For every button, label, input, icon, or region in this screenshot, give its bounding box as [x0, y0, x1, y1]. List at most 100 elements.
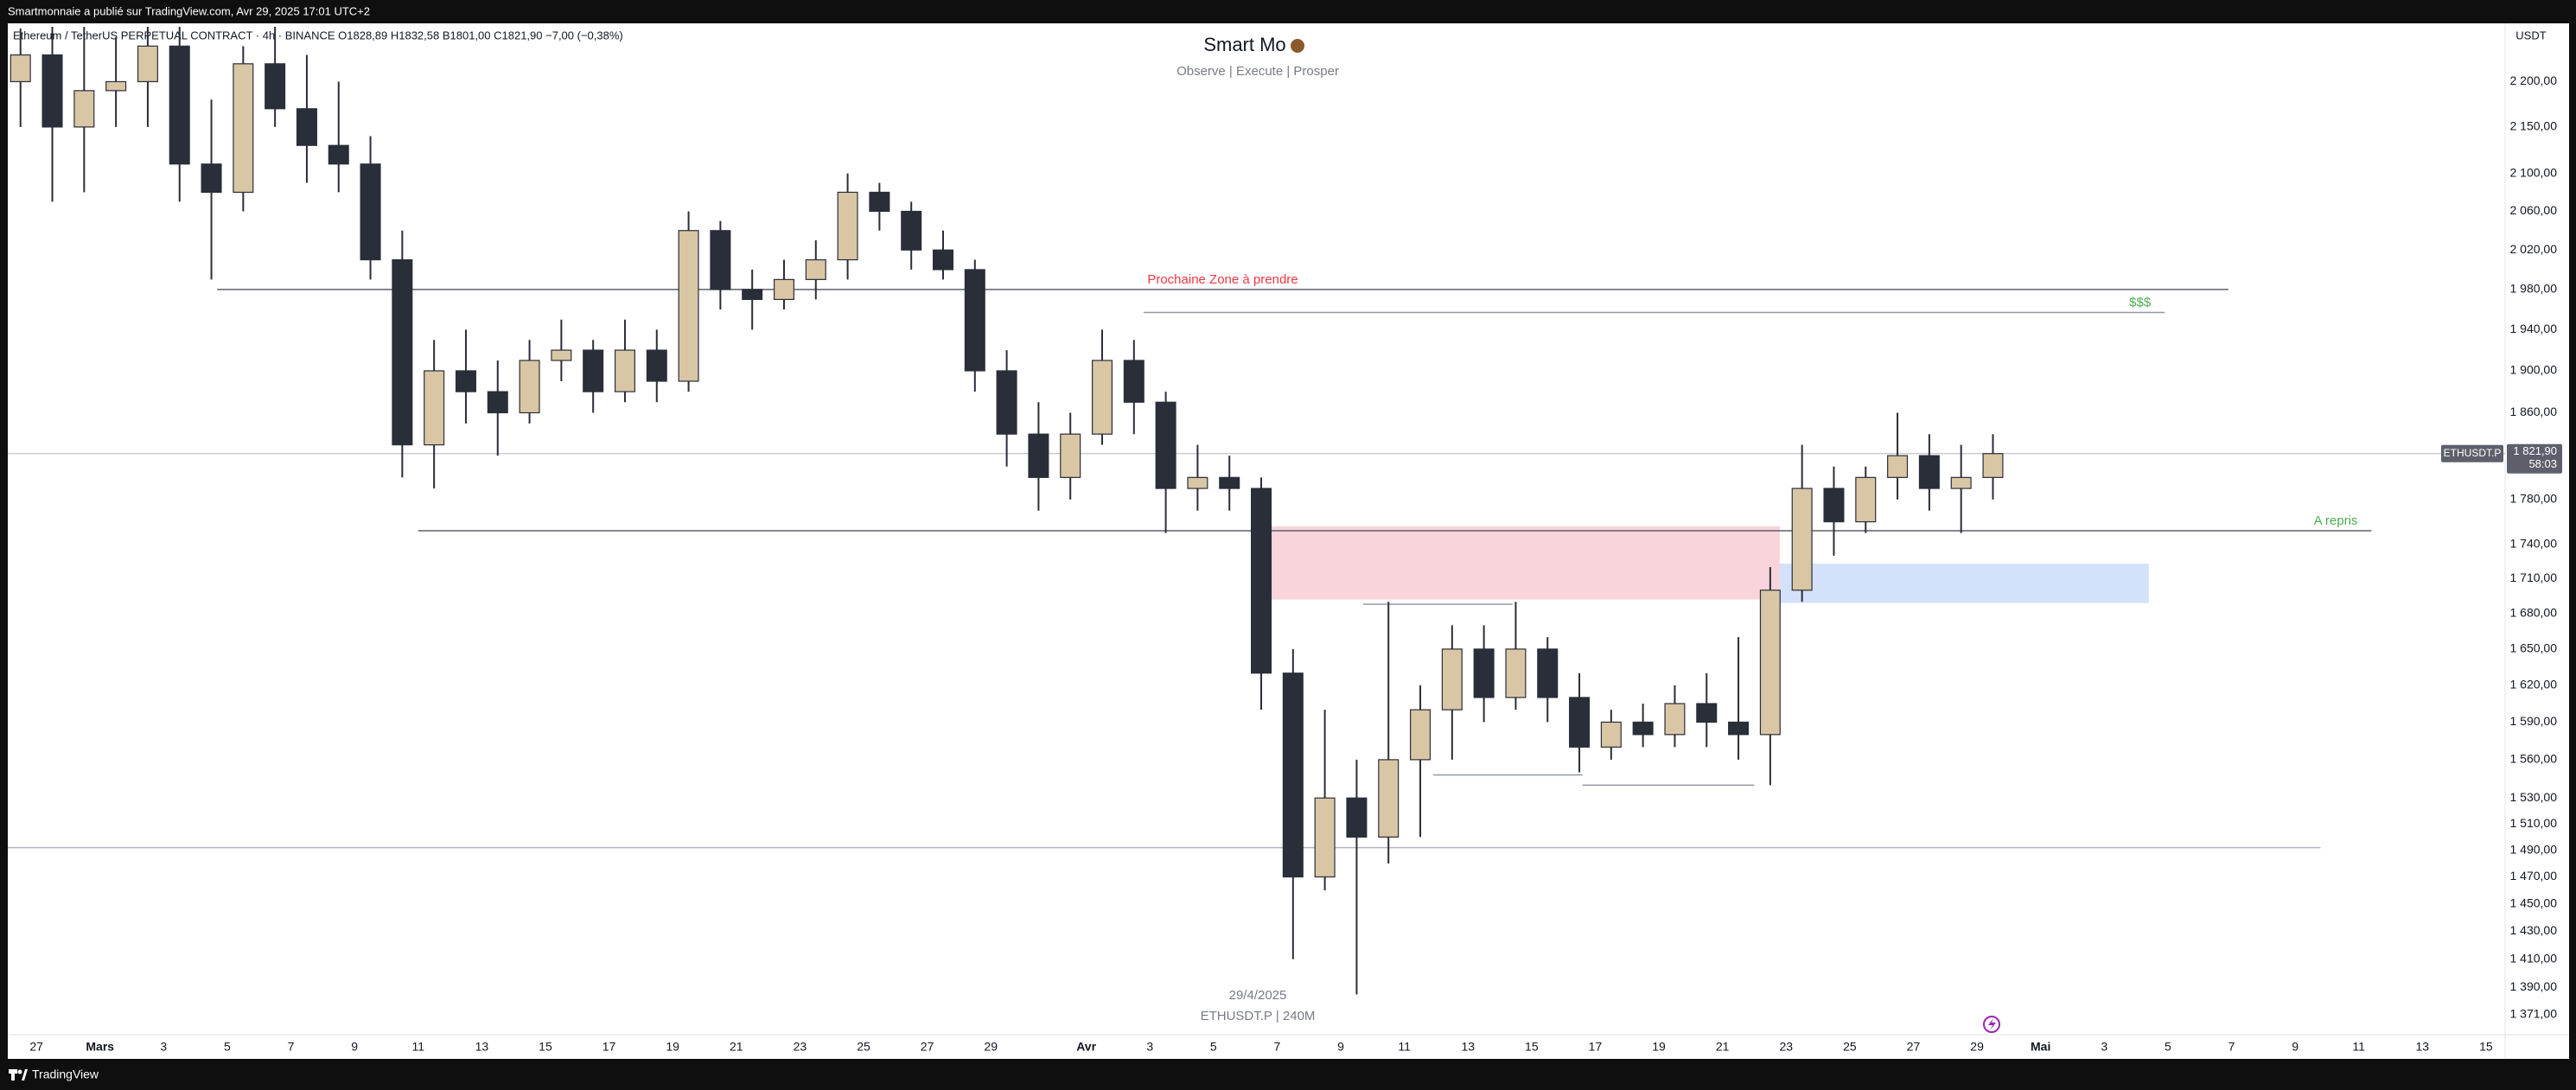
x-tick-label: 11 — [411, 1040, 424, 1054]
x-tick-label: 3 — [2101, 1040, 2107, 1054]
y-tick-label: 1 560,00 — [2510, 752, 2558, 766]
x-tick-label: 29 — [1970, 1040, 1984, 1054]
candle-body — [1600, 721, 1622, 748]
brand-name[interactable]: TradingView — [32, 1068, 99, 1081]
symbol-tag-box — [2441, 444, 2503, 462]
x-tick-label: 25 — [857, 1040, 870, 1054]
x-tick-label: 7 — [2228, 1040, 2235, 1054]
alert-bolt[interactable] — [1988, 1018, 1996, 1030]
candle-body — [1441, 648, 1463, 711]
footer-date: 29/4/2025 — [1229, 988, 1287, 1003]
x-tick-label: 11 — [1398, 1040, 1411, 1054]
candle-body — [837, 191, 858, 261]
y-tick-label: 1 410,00 — [2510, 951, 2558, 965]
candle-body — [1060, 433, 1081, 478]
brand[interactable]: TradingView — [9, 1068, 99, 1081]
x-tick-label: 13 — [2416, 1040, 2430, 1054]
x-tick-label: 19 — [1652, 1040, 1666, 1054]
x-tick-label: 9 — [351, 1040, 358, 1054]
x-tick-label: 7 — [1274, 1040, 1281, 1054]
x-tick-label: Avr — [1076, 1040, 1096, 1054]
candle-body — [1696, 703, 1718, 723]
candle-body — [105, 80, 127, 92]
y-tick-label: 2 150,00 — [2510, 119, 2558, 133]
symbol-tag: ETHUSDT.P — [2444, 447, 2502, 459]
x-tick-label: 13 — [1461, 1040, 1475, 1054]
x-tick-label: 29 — [984, 1040, 998, 1054]
x-tick-label: 23 — [1779, 1040, 1793, 1054]
currency: USDT — [2515, 29, 2546, 41]
x-tick-label: 5 — [2165, 1040, 2171, 1054]
candle-body — [932, 249, 954, 271]
y-tick-label: 1 940,00 — [2510, 322, 2558, 335]
brand-logo-dot[interactable] — [17, 1069, 22, 1074]
y-tick-label: 1 430,00 — [2510, 923, 2558, 937]
x-tick-label: 9 — [2292, 1040, 2299, 1054]
candle-body — [455, 370, 476, 392]
candle-body — [41, 54, 63, 128]
y-tick-label: 2 100,00 — [2510, 165, 2558, 179]
footer-symbol: ETHUSDT.P | 240M — [1201, 1009, 1316, 1023]
candle-body — [646, 349, 667, 382]
brand-logo-slash[interactable] — [22, 1069, 28, 1080]
x-tick-label: 5 — [224, 1040, 231, 1054]
candle-body — [487, 391, 508, 414]
candle-body — [201, 163, 222, 194]
zone — [1264, 526, 1780, 600]
y-tick-label: 1 450,00 — [2510, 896, 2558, 909]
x-tick-label: 21 — [730, 1040, 743, 1054]
candle-body — [901, 210, 922, 251]
x-tick-label: 13 — [475, 1040, 489, 1054]
candle-body — [1728, 721, 1750, 736]
candle-body — [964, 269, 985, 372]
y-tick-label: 1 680,00 — [2510, 605, 2558, 619]
price-tag: 1 821,90 — [2513, 444, 2557, 457]
x-tick-label: 5 — [1210, 1040, 1217, 1054]
candle-body — [1410, 709, 1431, 761]
brand-logo-stem[interactable] — [11, 1069, 15, 1080]
candle-body — [392, 258, 413, 446]
candle-body — [583, 349, 604, 392]
candle-body — [1505, 648, 1527, 698]
candle-body — [551, 349, 572, 361]
zone — [1779, 564, 2149, 603]
x-tick-label: 21 — [1716, 1040, 1730, 1054]
y-tick-label: 1 740,00 — [2510, 536, 2558, 550]
candle-body — [1251, 488, 1272, 674]
y-tick-label: 1 390,00 — [2510, 979, 2558, 993]
candle-body — [233, 63, 254, 194]
plot-area: Prochaine Zone à prendre $$$ A repris — [8, 27, 2505, 995]
watermark-subtitle: Observe | Execute | Prosper — [1176, 64, 1339, 79]
candle-body — [1950, 476, 1972, 489]
y-tick-label: 1 860,00 — [2510, 405, 2558, 418]
x-tick-label: 3 — [1146, 1040, 1153, 1054]
x-tick-label: 25 — [1843, 1040, 1857, 1054]
x-tick-label: 9 — [1337, 1040, 1344, 1054]
x-tick-label: 27 — [1907, 1040, 1921, 1054]
candle-body — [1123, 360, 1145, 403]
y-tick-label: 2 020,00 — [2510, 242, 2558, 256]
alert-icon[interactable] — [1983, 1016, 2000, 1033]
candle-body — [1028, 433, 1049, 478]
watermark-title: Smart Mo — [1203, 34, 1285, 55]
candle-body — [1664, 703, 1686, 736]
candle-body — [996, 370, 1017, 435]
candle-body — [424, 370, 445, 446]
candle-body — [1091, 360, 1113, 435]
x-tick-label: 3 — [160, 1040, 167, 1054]
candle-body — [1855, 476, 1877, 523]
y-tick-label: 2 200,00 — [2510, 73, 2558, 87]
x-tick-label: Mai — [2031, 1040, 2050, 1054]
candle-body — [169, 45, 190, 165]
candle-body — [1887, 455, 1909, 478]
candle-body — [1982, 453, 2004, 478]
candle-body — [360, 163, 381, 261]
candle-body — [1823, 488, 1845, 523]
y-tick-label: 1 900,00 — [2510, 363, 2558, 377]
alert-circle[interactable] — [1983, 1016, 2000, 1033]
candle-body — [805, 258, 826, 280]
symbol-legend: Ethereum / TetherUS PERPETUAL CONTRACT ·… — [13, 29, 623, 41]
candle-body — [678, 230, 699, 382]
y-tick-label: 1 650,00 — [2510, 641, 2558, 655]
